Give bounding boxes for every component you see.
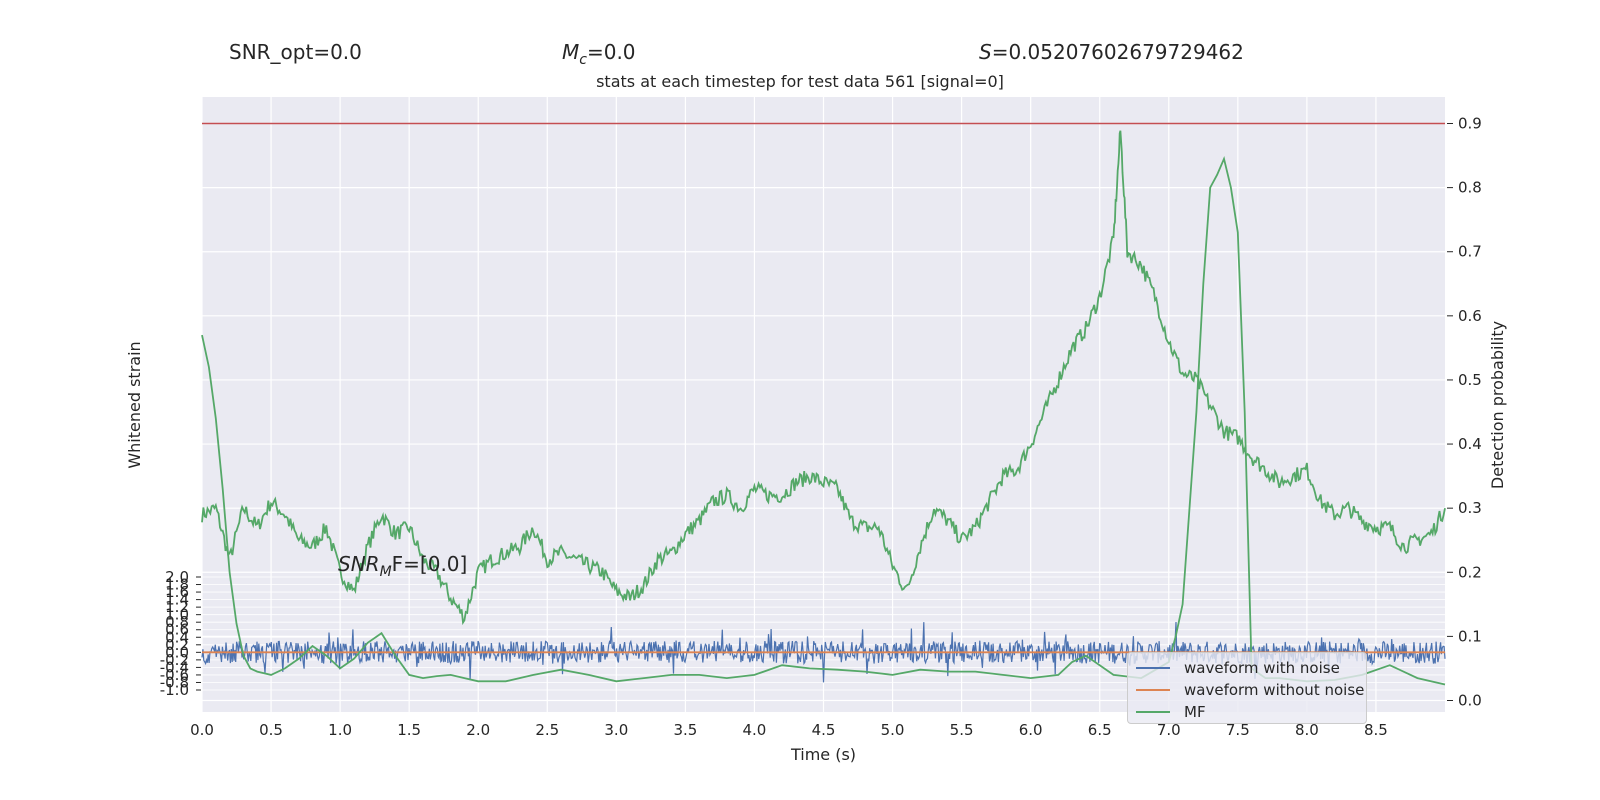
legend-label: waveform with noise [1184, 659, 1340, 677]
left-tick-label: 1.8 [165, 576, 189, 594]
left-tick-label: -0.8 [160, 673, 189, 691]
chirp-mass-symbol: M [562, 40, 580, 64]
right-tick-label: 0.4 [1458, 435, 1482, 453]
left-axis-label: Whitened strain [125, 341, 144, 468]
left-tick-label: -0.4 [160, 658, 189, 676]
x-tick-label: 0.0 [190, 721, 214, 739]
right-tick-label: 0.0 [1458, 692, 1482, 710]
x-tick-label: 6.5 [1088, 721, 1112, 739]
right-tick-label: 0.9 [1458, 115, 1482, 133]
right-tick-label: 0.1 [1458, 627, 1482, 645]
s-statistic-header: S=0.05207602679729462 [979, 40, 1244, 64]
left-tick-label: -0.2 [160, 651, 189, 669]
x-tick-label: 4.0 [743, 721, 767, 739]
x-tick-label: 5.0 [881, 721, 905, 739]
left-tick-label: 2.0 [165, 568, 189, 586]
x-tick-label: 5.5 [950, 721, 974, 739]
x-tick-label: 1.5 [397, 721, 421, 739]
left-tick-label: 0.6 [165, 621, 189, 639]
snr-mf-annotation: SNRMF=[0.0] [338, 552, 467, 580]
chart-legend: waveform with noise waveform without noi… [1127, 652, 1367, 724]
legend-item-waveform-without-noise: waveform without noise [1128, 679, 1366, 701]
left-tick-label: 0.8 [165, 613, 189, 631]
x-axis-label: Time (s) [790, 745, 856, 764]
chirp-mass-header: Mc=0.0 [562, 40, 636, 68]
right-axis-label: Detection probability [1488, 321, 1507, 489]
x-tick-label: 0.5 [259, 721, 283, 739]
x-tick-label: 8.5 [1364, 721, 1388, 739]
right-tick-label: 0.2 [1458, 563, 1482, 581]
legend-label: waveform without noise [1184, 681, 1365, 699]
chart-title: stats at each timestep for test data 561… [596, 72, 1004, 91]
mf-line [201, 155, 1446, 686]
snr-opt-header: SNR_opt=0.0 [229, 40, 362, 64]
right-tick-label: 0.8 [1458, 179, 1482, 197]
right-tick-label: 0.3 [1458, 499, 1482, 517]
x-tick-label: 4.5 [812, 721, 836, 739]
left-tick-label: -0.6 [160, 666, 189, 684]
s-symbol: S [979, 40, 992, 64]
x-tick-label: 7.5 [1226, 721, 1250, 739]
left-tick-label: -1.0 [160, 681, 189, 699]
left-tick-label: 1.4 [165, 591, 189, 609]
x-tick-label: 2.5 [535, 721, 559, 739]
legend-swatch-blue [1136, 667, 1170, 669]
chirp-mass-subscript: c [579, 52, 587, 68]
right-tick-label: 0.5 [1458, 371, 1482, 389]
right-tick-label: 0.6 [1458, 307, 1482, 325]
x-tick-label: 3.5 [673, 721, 697, 739]
legend-swatch-green [1136, 711, 1170, 713]
chirp-mass-value: =0.0 [586, 40, 636, 64]
detection-probability-line [201, 130, 1446, 626]
left-tick-label: 1.0 [165, 606, 189, 624]
legend-swatch-orange [1136, 689, 1170, 691]
x-tick-label: 1.0 [328, 721, 352, 739]
x-tick-label: 8.0 [1295, 721, 1319, 739]
right-tick-label: 0.7 [1458, 243, 1482, 261]
left-tick-label: 0.0 [165, 643, 189, 661]
left-tick-label: 0.4 [165, 628, 189, 646]
left-tick-label: 1.6 [165, 583, 189, 601]
legend-label: MF [1184, 703, 1206, 721]
x-tick-label: 2.0 [466, 721, 490, 739]
legend-item-mf: MF [1128, 701, 1366, 723]
s-value: =0.05207602679729462 [991, 40, 1244, 64]
left-tick-label: 1.2 [165, 598, 189, 616]
x-tick-label: 6.0 [1019, 721, 1043, 739]
x-tick-label: 3.0 [604, 721, 628, 739]
x-tick-label: 7.0 [1157, 721, 1181, 739]
legend-item-waveform-with-noise: waveform with noise [1128, 657, 1366, 679]
left-tick-label: 0.2 [165, 636, 189, 654]
